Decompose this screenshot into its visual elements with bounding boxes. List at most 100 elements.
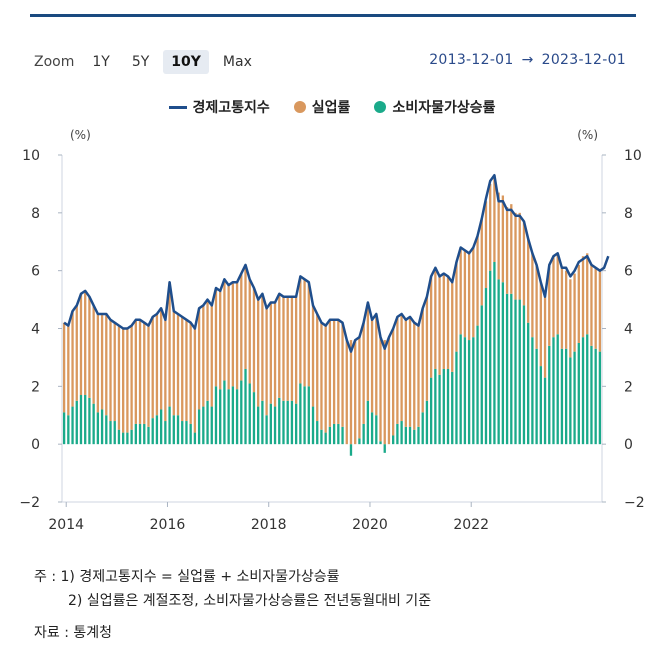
unemployment-bar — [518, 212, 521, 300]
cpi-bar — [100, 409, 104, 445]
cpi-bar — [413, 429, 416, 445]
cpi-bar — [202, 406, 205, 445]
cpi-bar — [581, 337, 585, 445]
misery-index-line — [63, 173, 610, 353]
unemployment-bar — [92, 305, 95, 404]
cpi-bar — [79, 395, 83, 445]
cpi-bar — [552, 337, 555, 445]
unemployment-bar — [126, 328, 129, 433]
unemployment-bar — [193, 328, 197, 433]
unemployment-bar — [294, 296, 298, 404]
unemployment-bar — [438, 276, 441, 375]
unemployment-bar — [459, 247, 462, 335]
unemployment-bar — [590, 264, 593, 346]
unemployment-bar — [383, 340, 386, 445]
chart-legend: 경제고통지수 실업률 소비자물가상승률 — [0, 97, 664, 117]
unemployment-bar — [598, 270, 602, 352]
cpi-bar — [159, 409, 163, 445]
unemployment-bar — [446, 276, 450, 369]
unemployment-bar — [122, 328, 125, 433]
cpi-bar — [489, 270, 492, 445]
cpi-bar — [497, 279, 500, 445]
unemployment-bar — [155, 314, 159, 416]
unemployment-bar — [248, 279, 251, 384]
unemployment-bar — [434, 267, 437, 369]
unemployment-bar — [425, 296, 429, 401]
cpi-bar — [147, 426, 150, 445]
unemployment-bar — [375, 314, 378, 416]
unemployment-bar — [159, 308, 163, 410]
cpi-bar — [122, 432, 125, 445]
y-tick-label-right: 6 — [624, 264, 633, 280]
cpi-bar — [446, 368, 450, 445]
unemployment-bar — [286, 296, 289, 401]
unemployment-bar — [392, 328, 395, 436]
dot-swatch — [374, 101, 387, 113]
unemployment-bar — [543, 296, 547, 378]
legend-label: 소비자물가상승률 — [392, 100, 496, 116]
unemployment-bar — [189, 322, 192, 424]
zoom-max-button[interactable]: Max — [222, 54, 252, 70]
cpi-bar — [522, 305, 526, 445]
cpi-bar — [126, 432, 129, 445]
cpi-bar — [265, 415, 268, 445]
unemployment-bar — [522, 221, 526, 306]
y-tick-label-right: 10 — [624, 148, 642, 164]
cpi-bar — [400, 421, 403, 445]
unemployment-bar — [231, 282, 235, 387]
cpi-bar — [282, 400, 285, 445]
cpi-bar — [143, 423, 146, 445]
range-start[interactable]: 2013-12-01 — [429, 52, 514, 68]
chart-notes: 주 : 1) 경제고통지수 = 실업률 + 소비자물가상승률 2) 실업률은 계… — [34, 565, 431, 645]
note-line-2: 2) 실업률은 계절조정, 소비자물가상승률은 전년동월대비 기준 — [68, 593, 432, 609]
cpi-bar — [370, 412, 374, 445]
zoom-controls: Zoom 1Y 5Y 10Y Max — [34, 50, 266, 74]
legend-item-misery-index[interactable]: 경제고통지수 — [168, 97, 270, 117]
unemployment-bar — [185, 319, 188, 422]
dot-swatch — [293, 101, 306, 113]
legend-item-cpi[interactable]: 소비자물가상승률 — [374, 97, 495, 117]
unemployment-bar — [210, 305, 213, 407]
cpi-bar — [590, 345, 593, 445]
unemployment-bar — [269, 302, 272, 404]
cpi-bar — [467, 340, 471, 445]
cpi-bar — [349, 444, 353, 456]
y-tick-label-right: −2 — [624, 495, 645, 511]
unemployment-bar — [404, 319, 407, 427]
unemployment-bar — [417, 325, 420, 427]
cpi-bar — [341, 426, 344, 445]
cpi-bar — [113, 421, 116, 445]
cpi-bar — [438, 374, 441, 445]
x-tick-label: 2018 — [251, 517, 287, 533]
unemployment-bar — [535, 264, 538, 349]
cpi-bar — [510, 293, 513, 445]
unemployment-bar — [349, 340, 353, 445]
cpi-bar — [244, 368, 247, 445]
unemployment-bar — [62, 322, 66, 413]
range-end[interactable]: 2023-12-01 — [541, 52, 626, 68]
cpi-bar — [594, 348, 597, 445]
unemployment-bar — [320, 322, 323, 430]
unemployment-bar — [71, 311, 74, 407]
unemployment-bar — [143, 322, 146, 424]
zoom-1y-button[interactable]: 1Y — [92, 54, 110, 70]
unemployment-bar — [370, 319, 374, 413]
unemployment-bar — [396, 316, 399, 424]
cpi-bar — [505, 293, 509, 445]
cpi-bar — [543, 377, 547, 445]
unemployment-bar — [96, 314, 100, 413]
zoom-10y-button[interactable]: 10Y — [163, 50, 209, 74]
cpi-bar — [92, 403, 95, 445]
legend-item-unemployment[interactable]: 실업률 — [293, 97, 350, 117]
cpi-bar — [332, 423, 336, 445]
unemployment-bar — [240, 273, 243, 381]
unemployment-bar — [421, 308, 424, 413]
unemployment-bar — [328, 319, 332, 427]
cpi-bar — [290, 400, 294, 445]
cpi-bar — [434, 368, 437, 445]
unemployment-bar — [299, 276, 302, 384]
zoom-5y-button[interactable]: 5Y — [131, 54, 150, 70]
cpi-bar — [181, 421, 184, 445]
cpi-bar — [88, 397, 91, 445]
